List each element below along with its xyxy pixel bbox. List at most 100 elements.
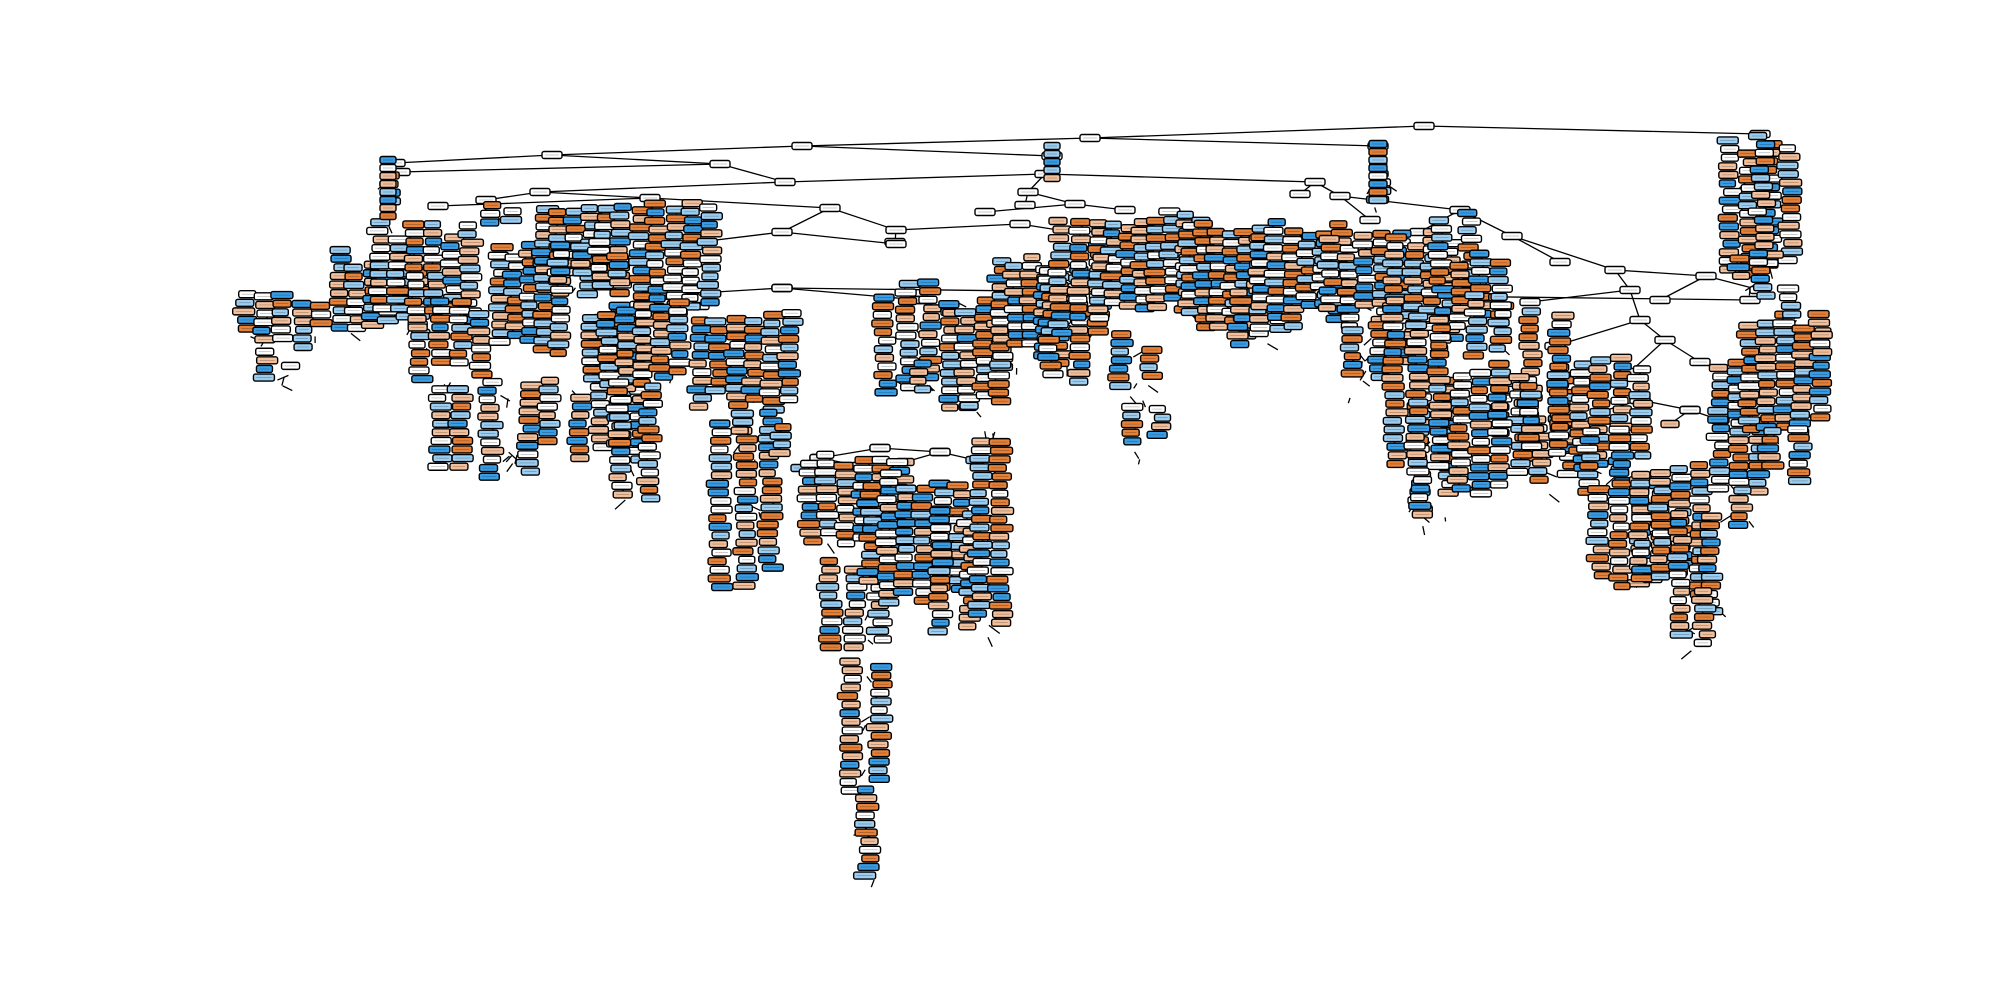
tree-node bbox=[1404, 442, 1425, 449]
tree-node bbox=[409, 367, 429, 374]
tree-node bbox=[647, 209, 664, 216]
tree-node bbox=[549, 209, 566, 216]
tree-node bbox=[1449, 468, 1468, 475]
tree-node bbox=[1764, 428, 1781, 435]
tree-node bbox=[1468, 276, 1488, 283]
tree-node bbox=[1781, 248, 1802, 255]
tree-node bbox=[566, 226, 585, 233]
tree-node bbox=[615, 359, 633, 366]
tree-node bbox=[817, 451, 834, 458]
tree-node bbox=[1404, 294, 1423, 301]
tree-node bbox=[1297, 258, 1314, 265]
tree-node bbox=[347, 299, 365, 306]
tree-node bbox=[920, 322, 941, 329]
tree-node bbox=[1609, 574, 1628, 581]
tree-node bbox=[1707, 485, 1728, 492]
tree-node bbox=[641, 486, 658, 493]
tree-node bbox=[517, 442, 538, 449]
tree-node bbox=[1789, 460, 1807, 467]
tree-node bbox=[931, 550, 952, 557]
tree-node bbox=[1049, 295, 1067, 302]
tree-node bbox=[919, 296, 937, 303]
tree-node bbox=[461, 291, 480, 298]
tree-node bbox=[855, 474, 872, 481]
tree-node bbox=[1588, 512, 1608, 519]
tree-node bbox=[1450, 425, 1467, 432]
tree-node bbox=[644, 200, 665, 207]
tree-node bbox=[639, 417, 656, 424]
tree-node bbox=[701, 299, 719, 306]
tree-node bbox=[845, 609, 863, 616]
tree-node bbox=[939, 301, 959, 308]
tree-node bbox=[991, 525, 1013, 532]
tree-node bbox=[449, 307, 469, 314]
tree-node bbox=[1489, 472, 1507, 479]
tree-node bbox=[859, 577, 878, 584]
tree-node bbox=[1317, 261, 1338, 268]
tree-node bbox=[666, 258, 683, 265]
tree-node bbox=[1791, 403, 1811, 410]
tree-node bbox=[737, 565, 756, 572]
tree-node bbox=[638, 460, 657, 467]
tree-node bbox=[1142, 372, 1162, 379]
tree-node bbox=[919, 331, 937, 338]
tree-node bbox=[1593, 400, 1610, 407]
tree-node bbox=[1613, 461, 1630, 468]
tree-node bbox=[932, 559, 953, 566]
tree-node bbox=[380, 157, 396, 164]
tree-node bbox=[1147, 226, 1164, 233]
tree-edge bbox=[1267, 344, 1277, 350]
tree-node bbox=[450, 359, 468, 366]
tree-node bbox=[552, 306, 570, 313]
tree-node bbox=[649, 295, 665, 302]
tree-node bbox=[629, 258, 649, 265]
tree-node bbox=[1093, 254, 1109, 261]
tree-node bbox=[1264, 244, 1283, 251]
tree-node bbox=[935, 489, 954, 496]
tree-node bbox=[1177, 211, 1193, 218]
tree-node bbox=[1752, 191, 1770, 198]
tree-node bbox=[991, 499, 1009, 506]
tree-node bbox=[1005, 263, 1022, 270]
tree-node bbox=[1777, 371, 1795, 378]
tree-node bbox=[310, 302, 329, 309]
tree-node bbox=[1469, 318, 1487, 325]
tree-node bbox=[992, 507, 1014, 514]
tree-node bbox=[685, 217, 702, 224]
tree-node bbox=[1610, 549, 1630, 556]
tree-node bbox=[736, 470, 756, 477]
tree-node bbox=[1470, 421, 1491, 428]
tree-node bbox=[1044, 167, 1060, 174]
tree-node bbox=[521, 302, 537, 309]
tree-node bbox=[1090, 314, 1109, 321]
tree-node bbox=[1648, 504, 1668, 511]
tree-node bbox=[1755, 242, 1773, 249]
tree-node bbox=[571, 394, 591, 401]
tree-node bbox=[1423, 298, 1440, 305]
tree-node bbox=[1024, 254, 1040, 261]
tree-edge bbox=[552, 146, 802, 155]
tree-node bbox=[1613, 523, 1629, 530]
tree-node bbox=[1649, 478, 1670, 485]
tree-node bbox=[1250, 315, 1269, 322]
tree-node bbox=[1574, 378, 1590, 385]
tree-node bbox=[992, 318, 1009, 325]
tree-node bbox=[817, 583, 839, 590]
tree-node bbox=[607, 388, 627, 395]
tree-node bbox=[1773, 406, 1792, 413]
tree-node bbox=[1090, 220, 1107, 227]
tree-node bbox=[450, 463, 468, 470]
tree-node bbox=[1591, 357, 1611, 364]
tree-node bbox=[1146, 235, 1166, 242]
tree-node bbox=[872, 672, 891, 679]
tree-node bbox=[1088, 328, 1108, 335]
tree-node bbox=[1650, 556, 1667, 563]
tree-node bbox=[733, 418, 753, 425]
tree-node bbox=[1369, 197, 1387, 204]
tree-node bbox=[702, 264, 720, 271]
tree-node bbox=[1813, 349, 1832, 356]
tree-node bbox=[518, 434, 538, 441]
tree-node bbox=[1491, 386, 1509, 393]
tree-node bbox=[431, 298, 449, 305]
tree-node bbox=[781, 344, 798, 351]
